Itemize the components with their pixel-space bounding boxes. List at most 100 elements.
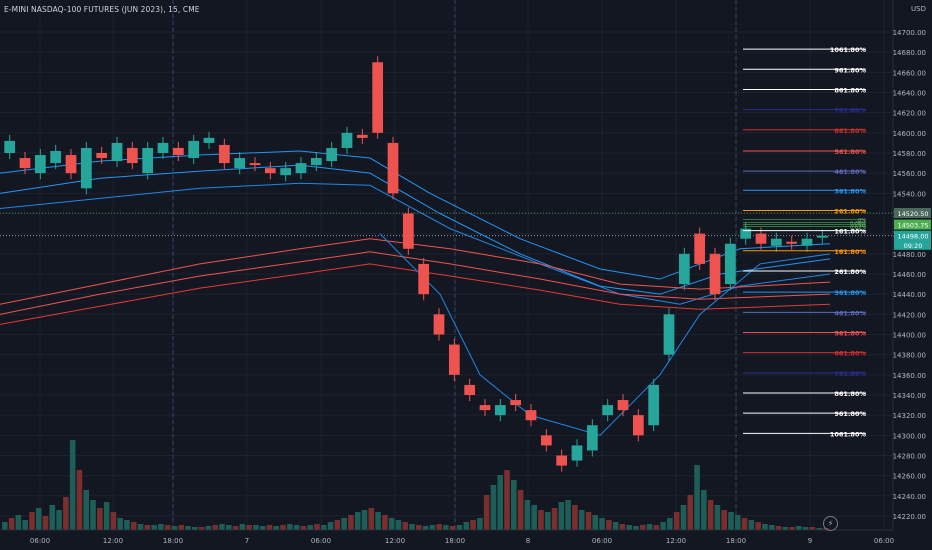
volume-bar (103, 502, 110, 530)
price-label-box (894, 219, 931, 230)
lightning-icon[interactable]: ⚡ (823, 516, 838, 531)
volume-bar (646, 524, 653, 530)
candle-body (678, 253, 690, 285)
volume-bar (280, 525, 286, 530)
x-tick-label: 06:00 (311, 537, 331, 545)
fib-level-label: 761.80% (834, 370, 866, 378)
volume-bar (497, 475, 504, 530)
volume-bar (449, 526, 456, 530)
volume-bar (253, 525, 259, 530)
x-tick-label: 06:00 (30, 537, 50, 545)
volume-bar (748, 520, 755, 530)
ma-line (0, 182, 831, 305)
volume-bar (701, 490, 707, 530)
candle-body (19, 158, 31, 169)
candle-body (418, 263, 430, 295)
candle-body (402, 213, 414, 249)
candle-body (172, 147, 184, 156)
y-tick-label: 14300.00 (893, 432, 926, 440)
fib-level-label: 161.80% (834, 228, 866, 236)
volume-bar (626, 525, 632, 530)
volume-bar (599, 518, 605, 530)
y-tick-label: 14600.00 (893, 130, 926, 138)
volume-bar (8, 518, 15, 530)
volume-bar (551, 508, 558, 530)
candle-body (479, 405, 491, 411)
candle-body (295, 163, 307, 174)
volume-bar (239, 524, 246, 530)
y-tick-label: 14440.00 (893, 291, 926, 299)
y-tick-label: 14220.00 (893, 513, 926, 521)
y-tick-label: 14660.00 (893, 69, 926, 77)
volume-bar (680, 505, 687, 530)
volume-bar (490, 485, 497, 530)
fib-level-label: 361.80% (834, 187, 866, 195)
volume-bar (572, 505, 578, 530)
candle-body (433, 314, 445, 335)
volume-bar (714, 505, 721, 530)
candle-body (234, 158, 246, 169)
volume-bar (477, 518, 483, 530)
candle-body (786, 241, 798, 244)
candle-body (724, 243, 736, 285)
volume-bar (246, 525, 252, 530)
volume-bar (273, 526, 280, 530)
volume-bar (185, 526, 191, 530)
volume-bar (225, 525, 232, 530)
fib-level-label: 361.80% (834, 289, 866, 297)
price-label-box (894, 239, 931, 250)
volume-bar (117, 518, 123, 530)
volume-bar (22, 520, 28, 530)
x-tick-label: 9 (808, 537, 812, 545)
volume-bar (327, 522, 334, 530)
y-tick-label: 14400.00 (893, 332, 926, 340)
volume-bar (35, 508, 42, 530)
candle-body (111, 142, 123, 162)
fib-level-label: 961.80% (834, 66, 866, 74)
fib-level-label: 1061.80% (830, 46, 867, 54)
candle-body (203, 137, 215, 143)
candle-body (648, 384, 660, 426)
volume-bar (606, 520, 612, 530)
volume-bar (504, 470, 510, 530)
candle-body (694, 233, 706, 264)
candle-body (341, 132, 353, 148)
volume-bar (816, 528, 823, 530)
volume-bar (212, 525, 218, 530)
volume-bar (171, 526, 178, 530)
price-axis-panel (893, 0, 932, 550)
ma-line (0, 150, 831, 280)
candle-body (280, 168, 292, 176)
candle-body (816, 235, 828, 238)
fib-level-label: 561.80% (834, 329, 866, 337)
volume-bar (83, 490, 90, 530)
candle-body (218, 144, 230, 164)
candle-body (157, 142, 169, 153)
volume-bar (259, 526, 266, 530)
fib-level-label: 461.80% (834, 309, 866, 317)
fib-small-label: 0.5% (853, 223, 866, 229)
volume-bar (660, 522, 666, 530)
candle-body (540, 435, 552, 446)
volume-bar (633, 526, 639, 530)
volume-bar (314, 524, 320, 530)
volume-bar (354, 512, 361, 530)
volume-bar (524, 500, 531, 530)
volume-bar (782, 527, 789, 530)
volume-bar (15, 515, 22, 530)
candle-body (801, 238, 813, 246)
volume-bar (796, 526, 802, 530)
candle-body (372, 62, 384, 133)
candle-body (448, 344, 460, 375)
ma-line (0, 251, 831, 315)
y-tick-label: 14240.00 (893, 493, 926, 501)
fib-level-label: 261.80% (834, 207, 866, 215)
ma-line (379, 233, 831, 436)
price-label-text: 09:20 (904, 242, 923, 250)
candle-body (80, 147, 92, 189)
volume-bar (511, 480, 517, 530)
volume-bar (809, 527, 816, 530)
volume-bar (266, 525, 273, 530)
fib-small-label: 0% (858, 218, 866, 224)
